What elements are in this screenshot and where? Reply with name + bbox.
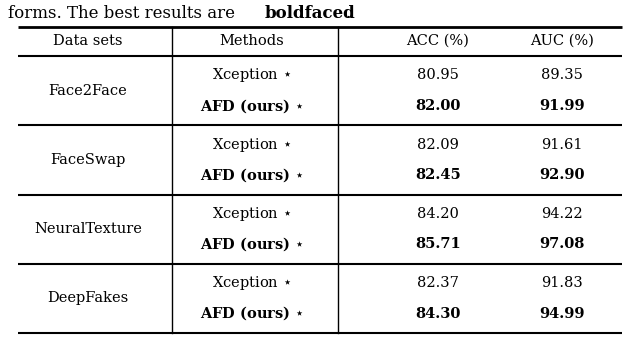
Text: Xception $\star$: Xception $\star$ bbox=[212, 66, 292, 84]
Text: AFD (ours) $\star$: AFD (ours) $\star$ bbox=[200, 305, 304, 323]
Text: DeepFakes: DeepFakes bbox=[47, 291, 129, 306]
Text: AFD (ours) $\star$: AFD (ours) $\star$ bbox=[200, 236, 304, 253]
Text: 92.90: 92.90 bbox=[540, 168, 585, 182]
Text: 97.08: 97.08 bbox=[540, 237, 585, 251]
Text: forms. The best results are: forms. The best results are bbox=[8, 4, 240, 21]
Text: 94.99: 94.99 bbox=[540, 307, 585, 321]
Text: .: . bbox=[345, 4, 350, 21]
Text: AFD (ours) $\star$: AFD (ours) $\star$ bbox=[200, 97, 304, 115]
Text: Methods: Methods bbox=[220, 34, 284, 48]
Text: 84.30: 84.30 bbox=[415, 307, 461, 321]
Text: Xception $\star$: Xception $\star$ bbox=[212, 136, 292, 154]
Text: 89.35: 89.35 bbox=[541, 69, 583, 83]
Text: AUC (%): AUC (%) bbox=[530, 34, 594, 48]
Text: 85.71: 85.71 bbox=[415, 237, 461, 251]
Text: 91.61: 91.61 bbox=[541, 138, 583, 152]
Text: 82.00: 82.00 bbox=[415, 99, 461, 113]
Text: 94.22: 94.22 bbox=[541, 207, 583, 221]
Text: Xception $\star$: Xception $\star$ bbox=[212, 274, 292, 292]
Text: FaceSwap: FaceSwap bbox=[51, 153, 125, 167]
Text: 84.20: 84.20 bbox=[417, 207, 459, 221]
Text: AFD (ours) $\star$: AFD (ours) $\star$ bbox=[200, 166, 304, 184]
Text: 82.37: 82.37 bbox=[417, 276, 459, 290]
Text: 91.99: 91.99 bbox=[539, 99, 585, 113]
Text: 82.09: 82.09 bbox=[417, 138, 459, 152]
Text: NeuralTexture: NeuralTexture bbox=[34, 222, 142, 236]
Text: Face2Face: Face2Face bbox=[49, 84, 127, 98]
Text: 80.95: 80.95 bbox=[417, 69, 459, 83]
Text: Xception $\star$: Xception $\star$ bbox=[212, 205, 292, 223]
Text: 82.45: 82.45 bbox=[415, 168, 461, 182]
Text: boldfaced: boldfaced bbox=[265, 4, 356, 21]
Text: 91.83: 91.83 bbox=[541, 276, 583, 290]
Text: Data sets: Data sets bbox=[53, 34, 123, 48]
Text: ACC (%): ACC (%) bbox=[406, 34, 469, 48]
